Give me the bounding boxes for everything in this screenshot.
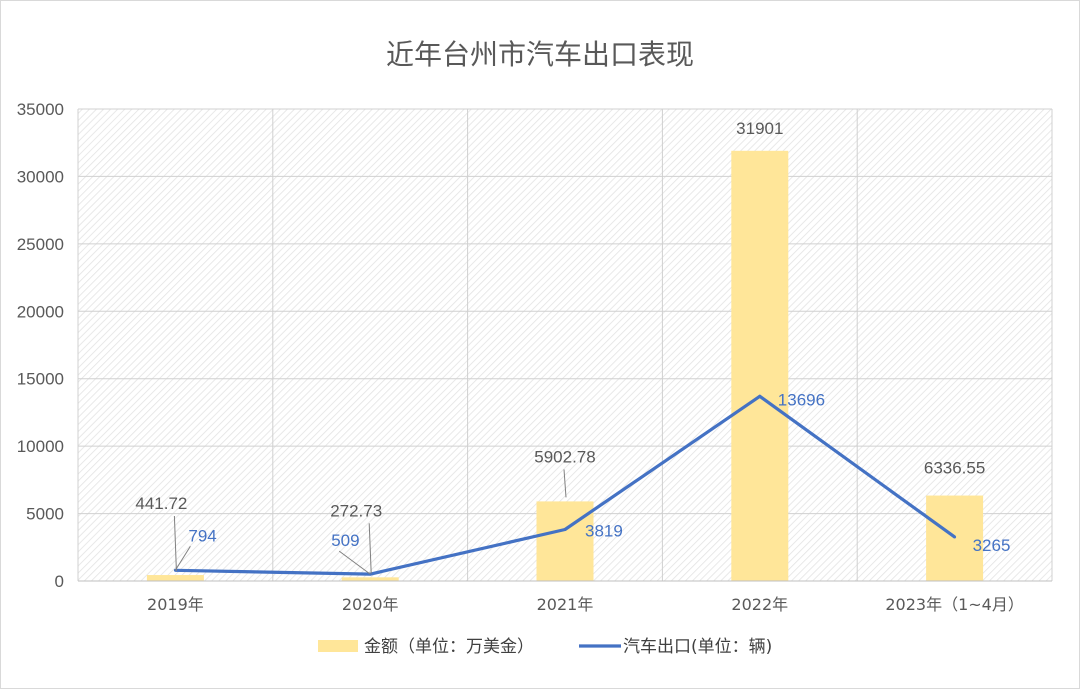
line-point: [563, 527, 567, 531]
x-tick-label: 2020年: [342, 595, 399, 614]
bar: [341, 577, 399, 581]
y-tick-label: 15000: [17, 370, 64, 389]
bar-data-label: 31901: [736, 119, 783, 138]
bar: [146, 575, 204, 581]
y-tick-label: 20000: [17, 302, 64, 321]
line-data-label: 3265: [973, 536, 1011, 555]
legend-swatch-bar: [318, 640, 358, 652]
bar-data-label: 5902.78: [534, 447, 595, 466]
bar-data-label: 6336.55: [924, 459, 985, 478]
x-tick-label: 2023年（1~4月）: [885, 595, 1024, 614]
line-label-leader: [338, 550, 371, 575]
x-tick-label: 2022年: [731, 595, 788, 614]
legend-label-bar: 金额（单位：万美金）: [364, 637, 534, 657]
bar-data-label: 272.73: [330, 501, 382, 520]
bar-label-leader: [173, 516, 177, 572]
bar: [731, 150, 789, 581]
legend-label-line: 汽车出口(单位：辆): [623, 637, 772, 657]
bar-label-leader: [563, 469, 567, 498]
y-tick-label: 0: [55, 572, 64, 591]
bar-label-leader: [368, 523, 372, 574]
y-tick-label: 25000: [17, 235, 64, 254]
line-point: [758, 394, 762, 398]
line-point: [953, 535, 957, 539]
y-tick-label: 30000: [17, 167, 64, 186]
bar-data-label: 441.72: [135, 494, 187, 513]
line-data-label: 509: [331, 531, 359, 550]
x-tick-label: 2021年: [537, 595, 594, 614]
line-data-label: 13696: [778, 390, 825, 409]
line-data-label: 794: [188, 526, 216, 545]
y-tick-label: 35000: [17, 100, 64, 119]
chart-title: 近年台州市汽车出口表现: [386, 38, 694, 71]
bar: [536, 501, 594, 581]
y-tick-label: 10000: [17, 437, 64, 456]
line-label-leader: [174, 546, 191, 571]
y-tick-label: 5000: [26, 505, 64, 524]
line-data-label: 3819: [585, 521, 623, 540]
x-tick-label: 2019年: [147, 595, 204, 614]
